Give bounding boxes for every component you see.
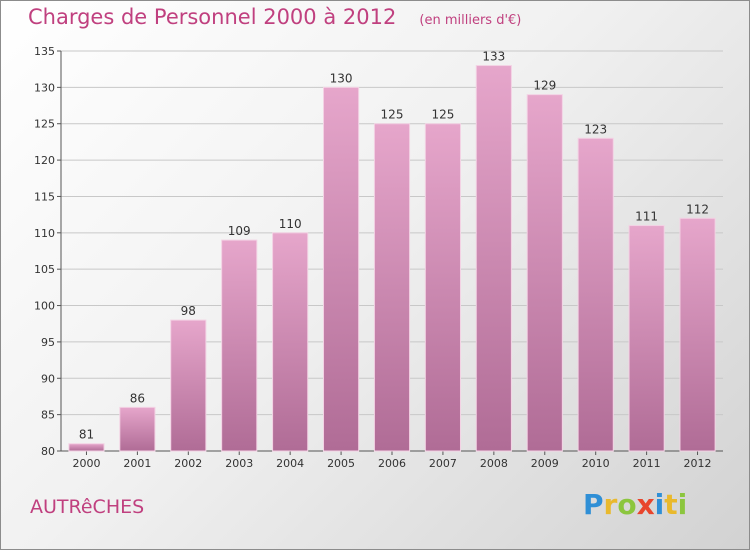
x-tick-label: 2000 bbox=[72, 457, 100, 470]
y-tick-label: 120 bbox=[34, 154, 55, 167]
bars bbox=[68, 65, 716, 452]
bar bbox=[221, 239, 258, 452]
y-tick-label: 100 bbox=[34, 300, 55, 313]
data-label: 125 bbox=[381, 108, 404, 122]
logo-letter: x bbox=[636, 488, 655, 521]
x-tick-label: 2004 bbox=[276, 457, 304, 470]
title-row: Charges de Personnel 2000 à 2012 (en mil… bbox=[28, 5, 521, 29]
logo-letter: i bbox=[654, 488, 665, 521]
data-label: 98 bbox=[181, 304, 196, 318]
bar bbox=[577, 137, 614, 452]
logo-letter: t bbox=[664, 488, 678, 521]
logo-letter: P bbox=[583, 488, 604, 521]
y-tick-label: 125 bbox=[34, 118, 55, 131]
data-label: 112 bbox=[686, 202, 709, 216]
bar bbox=[628, 225, 665, 452]
y-tick-label: 85 bbox=[41, 409, 55, 422]
chart-title: Charges de Personnel 2000 à 2012 bbox=[28, 5, 397, 29]
data-label: 109 bbox=[228, 224, 251, 238]
x-tick-label: 2008 bbox=[480, 457, 508, 470]
data-label: 110 bbox=[279, 217, 302, 231]
x-tick-label: 2012 bbox=[684, 457, 712, 470]
data-label: 129 bbox=[533, 79, 556, 93]
bar bbox=[373, 123, 411, 452]
x-tick-label: 2001 bbox=[123, 457, 151, 470]
place-name: AUTRêCHES bbox=[30, 496, 145, 518]
x-tick-label: 2009 bbox=[531, 457, 559, 470]
y-tick-label: 135 bbox=[34, 45, 55, 58]
data-label: 133 bbox=[482, 50, 505, 64]
x-tick-label: 2003 bbox=[225, 457, 253, 470]
bar bbox=[272, 232, 309, 452]
data-label: 130 bbox=[330, 71, 353, 85]
y-tick-label: 90 bbox=[41, 372, 55, 385]
data-label: 86 bbox=[130, 391, 145, 405]
data-label: 123 bbox=[584, 122, 607, 136]
x-tick-label: 2007 bbox=[429, 457, 457, 470]
y-tick-label: 80 bbox=[41, 445, 55, 458]
data-label: 81 bbox=[79, 428, 94, 442]
bar bbox=[170, 319, 207, 452]
data-label: 125 bbox=[431, 108, 454, 122]
labels: 80 85 90 95 100 105 110 115 120 125 130 135 81 2000 86… bbox=[34, 45, 712, 470]
proxiti-logo: Proxiti bbox=[583, 488, 687, 521]
bar bbox=[424, 123, 461, 452]
data-label: 111 bbox=[635, 210, 658, 224]
x-tick-label: 2011 bbox=[633, 457, 661, 470]
y-tick-label: 115 bbox=[34, 190, 55, 203]
bar bbox=[119, 406, 156, 452]
bar bbox=[68, 443, 105, 452]
y-tick-label: 130 bbox=[34, 81, 55, 94]
logo-letter: i bbox=[677, 488, 688, 521]
logo-letter: o bbox=[617, 488, 637, 521]
y-tick-label: 95 bbox=[41, 336, 55, 349]
chart-unit: (en milliers d'€) bbox=[419, 13, 522, 28]
logo-letter: r bbox=[603, 488, 618, 521]
bar bbox=[679, 217, 716, 452]
x-tick-label: 2005 bbox=[327, 457, 355, 470]
y-tick-label: 105 bbox=[34, 263, 55, 276]
x-tick-label: 2006 bbox=[378, 457, 406, 470]
y-tick-label: 110 bbox=[34, 227, 55, 240]
bar bbox=[475, 65, 512, 452]
bar bbox=[323, 86, 360, 452]
bar bbox=[526, 94, 563, 452]
x-tick-label: 2010 bbox=[582, 457, 610, 470]
x-tick-label: 2002 bbox=[174, 457, 202, 470]
